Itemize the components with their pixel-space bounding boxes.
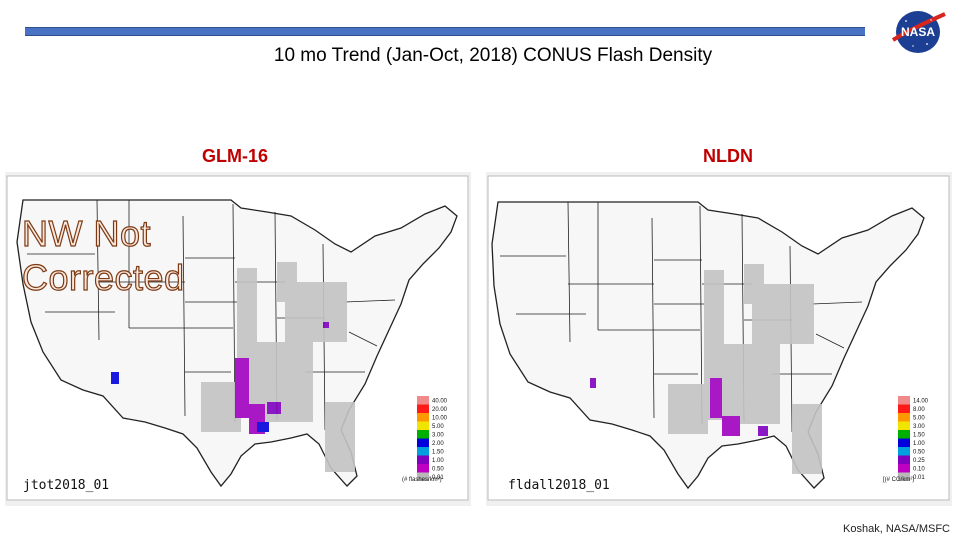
legend-swatch [417, 438, 429, 447]
legend-swatch [417, 464, 429, 473]
legend-value: 0.50 [913, 450, 925, 456]
legend-swatch [417, 472, 429, 481]
legend-swatch [898, 413, 910, 422]
legend-swatch [417, 413, 429, 422]
legend-value: 0.10 [913, 467, 925, 473]
nasa-logo: NASA [889, 8, 947, 56]
panel-label-glm: GLM-16 [202, 146, 269, 166]
legend-swatch [417, 396, 429, 405]
header-bar [25, 27, 865, 36]
legend-value: 3.00 [432, 433, 444, 439]
annotation-line-1: NW Not [21, 212, 151, 254]
legend-value: 1.50 [913, 433, 925, 439]
legend-value: 0.50 [432, 467, 444, 473]
legend-swatch [898, 396, 910, 405]
legend-value: 5.00 [913, 416, 925, 422]
legend-value: 1.50 [432, 450, 444, 456]
legend-value: 40.00 [432, 399, 448, 405]
legend-swatch [898, 438, 910, 447]
legend-value: 2.00 [432, 441, 444, 447]
legend-value: 5.00 [432, 424, 444, 430]
legend-swatch [898, 421, 910, 430]
legend-value: 20.00 [432, 407, 448, 413]
legend-value: 8.00 [913, 407, 925, 413]
legend-swatch [417, 455, 429, 464]
map-id-glm: jtot2018_01 [23, 478, 109, 493]
legend-value: 1.00 [432, 458, 444, 464]
legend-swatch [898, 464, 910, 473]
credit-text: Koshak, NASA/MSFC [843, 523, 950, 535]
legend-value: 3.00 [913, 424, 925, 430]
legend-value: 0.01 [432, 475, 444, 481]
legend-swatch [898, 455, 910, 464]
legend-value: 14.00 [913, 399, 929, 405]
map-nldn: 14.00 8.00 5.00 3.00 1.50 1.00 0.50 0.25 0.10 0.0… [486, 172, 952, 506]
legend-swatch [417, 430, 429, 439]
legend-swatch [898, 404, 910, 413]
nasa-logo-text: NASA [901, 25, 935, 39]
map-id-nldn: fldall2018_01 [508, 478, 610, 493]
color-legend: 14.00 8.00 5.00 3.00 1.50 1.00 0.50 0.25 0.10 0.0… [898, 396, 929, 481]
panel-label-nldn: NLDN [703, 146, 753, 166]
legend-value: 0.01 [913, 475, 925, 481]
legend-units-nldn: [(# CG/km²) [883, 477, 914, 483]
page-title: 10 mo Trend (Jan-Oct, 2018) CONUS Flash … [273, 45, 713, 66]
legend-units-glm: (# flashes/km²) [402, 477, 442, 483]
lightning-density [590, 264, 822, 474]
legend-value: 0.25 [913, 458, 925, 464]
legend-swatch [898, 430, 910, 439]
legend-swatch [898, 472, 910, 481]
color-legend: 40.00 20.00 10.00 5.00 3.00 2.00 1.50 1.00 0.50 0… [417, 396, 448, 481]
legend-swatch [417, 421, 429, 430]
nw-not-corrected-annotation: NW Not Corrected [21, 212, 185, 300]
legend-swatch [898, 447, 910, 456]
legend-swatch [417, 447, 429, 456]
legend-swatch [417, 404, 429, 413]
annotation-line-2: Corrected [21, 256, 185, 298]
map-glm16: 40.00 20.00 10.00 5.00 3.00 2.00 1.50 1.00 0.50 0… [5, 172, 471, 506]
legend-value: 10.00 [432, 416, 448, 422]
legend-value: 1.00 [913, 441, 925, 447]
lightning-density [111, 262, 355, 472]
